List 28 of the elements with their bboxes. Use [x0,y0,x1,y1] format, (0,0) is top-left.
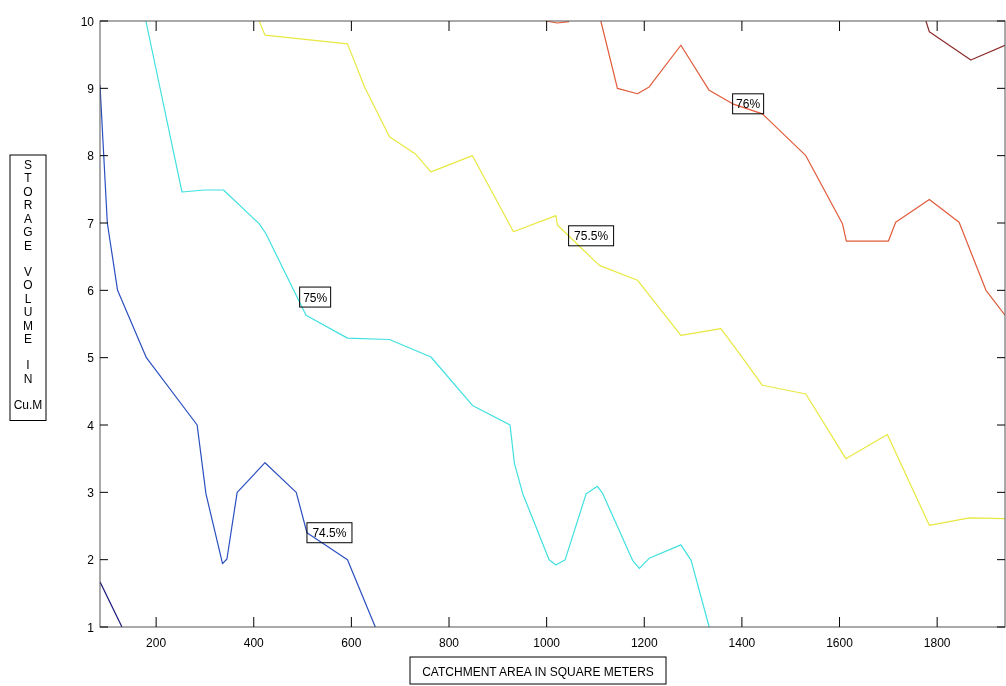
y-tick-label: 1 [87,620,95,635]
x-tick-label: 800 [439,636,460,650]
x-tick-label: 1000 [533,636,561,650]
y-tick-label: 3 [87,485,95,500]
y-tick-label: 9 [87,81,95,96]
line-series [145,20,710,628]
y-tick-label: 10 [80,14,95,29]
text: STORAGE VOLUME IN Cu.M [13,157,43,412]
line-series [925,20,1005,61]
y-tick-label: 4 [87,418,95,433]
y-tick-label: 6 [87,283,95,298]
x-tick-label: 200 [146,636,167,650]
x-tick-label: 1400 [728,636,756,650]
x-tick-label: 1200 [630,636,658,650]
x-tick-label: 600 [341,636,362,650]
y-tick-label: 7 [87,216,95,231]
x-axis-title: CATCHMENT AREA IN SQUARE METERS [422,665,654,679]
x-tick-label: 400 [243,636,265,650]
annotation: 74.5% [312,526,347,541]
line-series [258,20,1005,526]
annotation: 75.5% [574,229,609,244]
y-tick-label: 2 [87,553,95,568]
x-tick-label: 1600 [826,636,854,650]
y-tick-label: 5 [87,351,95,366]
x-tick-label: 1800 [923,636,951,650]
y-tick-label: 8 [87,149,95,164]
annotation: 75% [303,290,328,305]
annotation: 76% [736,97,761,112]
